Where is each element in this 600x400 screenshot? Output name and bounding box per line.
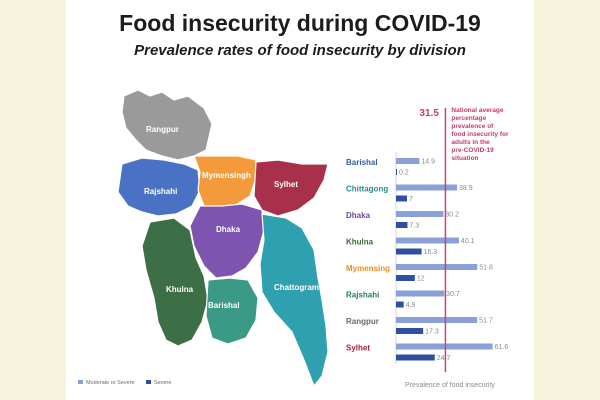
infographic-svg: Rangpur Rajshahi Mymensingh Sylhet Dhaka…: [78, 89, 509, 389]
map-label-chattogram: Chattogram: [274, 283, 319, 292]
reference-value: 31.5: [419, 108, 439, 119]
category-label: Barishal: [346, 158, 378, 167]
bar-severe: [396, 354, 435, 361]
map-label-rangpur: Rangpur: [146, 125, 179, 134]
bar-value-label: 38.9: [459, 185, 473, 192]
bar-value-label: 12: [417, 276, 425, 283]
bar-value-label: 0.2: [399, 170, 409, 177]
map-region-rangpur: [121, 89, 213, 161]
reference-note-line: situation: [451, 155, 478, 162]
bar-value-label: 4.9: [406, 302, 416, 309]
reference-note-line: pre-COVID-19: [451, 147, 494, 154]
bar-severe: [396, 169, 397, 175]
reference-note-line: prevalence of: [451, 123, 494, 130]
bar-value-label: 14.9: [421, 159, 435, 166]
category-label: Dhaka: [346, 211, 371, 220]
map-label-rajshahi: Rajshahi: [144, 187, 177, 196]
legend: Moderate or Severe Severe: [78, 380, 171, 386]
bar-moderate-or-severe: [396, 158, 420, 164]
legend-swatch-severe: [146, 380, 151, 384]
x-axis-label: Prevalence of food insecurity: [405, 382, 495, 389]
bar-value-label: 17.3: [425, 329, 439, 336]
map-region-khulna: [141, 217, 209, 347]
bar-severe: [396, 195, 407, 202]
bar-severe: [396, 222, 408, 228]
bar-value-label: 61.6: [495, 344, 509, 351]
bar-value-label: 30.7: [446, 291, 460, 298]
bar-moderate-or-severe: [396, 343, 493, 350]
category-label: Rajshahi: [346, 291, 379, 300]
map-label-sylhet: Sylhet: [274, 180, 298, 189]
bar-value-label: 51.7: [479, 318, 493, 325]
bar-moderate-or-severe: [396, 184, 458, 191]
bar-moderate-or-severe: [396, 211, 444, 217]
bar-value-label: 24.7: [437, 355, 451, 362]
bar-moderate-or-severe: [396, 290, 445, 297]
map-label-mymensingh: Mymensingh: [202, 171, 251, 180]
reference-note-line: adults in the: [451, 139, 490, 146]
bar-severe: [396, 275, 415, 281]
legend-swatch-moderate: [78, 380, 83, 384]
map-label-dhaka: Dhaka: [216, 225, 241, 234]
bar-value-label: 7.3: [409, 223, 419, 230]
map-region-barishal: [205, 277, 259, 345]
bar-moderate-or-severe: [396, 237, 459, 244]
infographic-card: Food insecurity during COVID-19 Prevalen…: [66, 0, 534, 400]
category-label: Rangpur: [346, 317, 379, 326]
reference-note-line: percentage: [451, 115, 486, 122]
category-label: Chittagong: [346, 185, 388, 194]
map-region-chattogram: [259, 213, 329, 388]
division-map: Rangpur Rajshahi Mymensingh Sylhet Dhaka…: [117, 89, 329, 388]
category-label: Sylhet: [346, 344, 370, 353]
map-region-dhaka: [189, 203, 265, 279]
bar-chart: Barishal 14.9 0.2 Chittagong 38.9 7 Dhaka 30.2 7…: [346, 152, 508, 364]
map-region-mymensingh: [193, 155, 257, 211]
map-label-khulna: Khulna: [166, 285, 194, 294]
reference-note-line: food insecurity for: [451, 131, 509, 138]
category-label: Mymensing: [346, 264, 390, 273]
legend-label-severe: Severe: [154, 380, 171, 386]
bar-severe: [396, 328, 424, 334]
bar-severe: [396, 301, 404, 308]
bar-value-label: 30.2: [445, 212, 459, 219]
bar-value-label: 7: [409, 196, 413, 203]
bar-value-label: 16.3: [424, 249, 438, 256]
reference-line-group: 31.5 National average percentage prevalenc…: [419, 107, 509, 372]
bar-moderate-or-severe: [396, 317, 478, 323]
chart-title: Food insecurity during COVID-19: [119, 10, 481, 36]
bar-value-label: 40.1: [461, 238, 475, 245]
map-region-rajshahi: [117, 157, 201, 217]
chart-subtitle: Prevalence rates of food insecurity by d…: [134, 42, 466, 59]
legend-label-moderate: Moderate or Severe: [86, 380, 135, 386]
category-label: Khulna: [346, 238, 374, 247]
map-label-barishal: Barishal: [208, 301, 240, 310]
map-region-sylhet: [253, 159, 329, 217]
reference-note: National average percentage prevalence of f…: [451, 107, 509, 162]
bar-severe: [396, 248, 422, 255]
bar-value-label: 51.8: [479, 265, 493, 272]
bar-moderate-or-severe: [396, 264, 478, 270]
reference-note-line: National average: [451, 107, 503, 114]
